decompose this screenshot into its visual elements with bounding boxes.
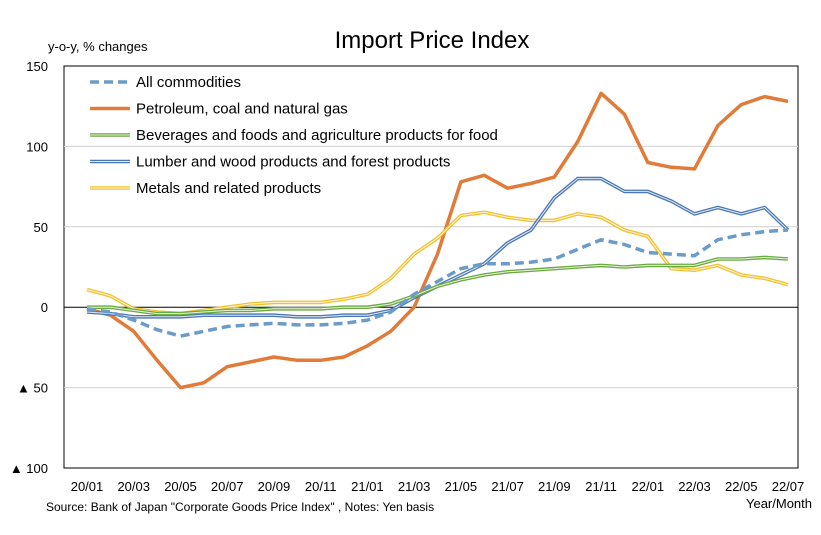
series-line (86, 176, 790, 319)
series-line-outer (86, 176, 790, 319)
x-tick-label: 21/05 (445, 479, 478, 494)
source-note: Source: Bank of Japan "Corporate Goods P… (46, 500, 434, 514)
chart-title: Import Price Index (335, 27, 530, 54)
y-tick-label: 0 (41, 300, 48, 315)
plot-area (63, 65, 799, 469)
legend-label: Metals and related products (136, 180, 321, 197)
x-tick-label: 21/03 (398, 479, 431, 494)
x-tick-label: 20/03 (117, 479, 150, 494)
x-tick-label: 20/01 (71, 479, 104, 494)
series-line (86, 228, 789, 338)
y-tick-label: ▲ 100 (10, 461, 48, 476)
legend-entry: Lumber and wood products and forest prod… (90, 154, 450, 171)
y-tick-label: 150 (26, 59, 48, 74)
plot-border (63, 65, 799, 469)
series-line-path (86, 228, 789, 338)
series-lines (86, 91, 790, 390)
x-tick-label: 22/07 (772, 479, 805, 494)
x-tick-label: 21/07 (491, 479, 524, 494)
series-line-inner (87, 256, 789, 315)
x-axis-label: Year/Month (746, 496, 812, 511)
legend-entry: Petroleum, coal and natural gas (90, 101, 348, 118)
x-tick-label: 21/01 (351, 479, 384, 494)
series-line-inner (86, 178, 789, 318)
x-tick-label: 22/01 (632, 479, 665, 494)
legend-entry: Beverages and foods and agriculture prod… (90, 127, 498, 144)
x-tick-label: 20/07 (211, 479, 244, 494)
y-tick-label: 100 (26, 139, 48, 154)
x-tick-label: 20/11 (305, 479, 337, 494)
legend-entry: Metals and related products (90, 180, 321, 197)
legend-label: All commodities (136, 74, 241, 91)
x-tick-label: 20/09 (258, 479, 291, 494)
legend: All commodities Petroleum, coal and natur… (90, 74, 498, 197)
legend-entry: All commodities (90, 74, 241, 91)
y-tick-label: ▲ 50 (17, 381, 48, 396)
y-axis-ticks: 150 100 50 0 ▲ 50 ▲ 100 (10, 59, 48, 476)
series-line (87, 255, 789, 316)
series-line (86, 91, 789, 390)
legend-label: Petroleum, coal and natural gas (136, 101, 348, 118)
y-axis-label: y-o-y, % changes (48, 39, 148, 54)
legend-label: Lumber and wood products and forest prod… (136, 154, 450, 171)
series-line-inner (86, 211, 789, 315)
x-tick-label: 20/05 (164, 479, 197, 494)
x-tick-label: 22/03 (678, 479, 711, 494)
x-tick-label: 21/11 (585, 479, 617, 494)
x-tick-label: 21/09 (538, 479, 571, 494)
x-axis-ticks: 20/01 20/03 20/05 20/07 20/09 20/11 21/01 21/03… (71, 479, 805, 494)
y-tick-label: 50 (34, 220, 48, 235)
series-line-outer (86, 210, 789, 316)
series-line (86, 210, 789, 316)
x-tick-label: 22/05 (725, 479, 758, 494)
legend-label: Beverages and foods and agriculture prod… (136, 127, 498, 144)
series-line-path (86, 91, 789, 390)
